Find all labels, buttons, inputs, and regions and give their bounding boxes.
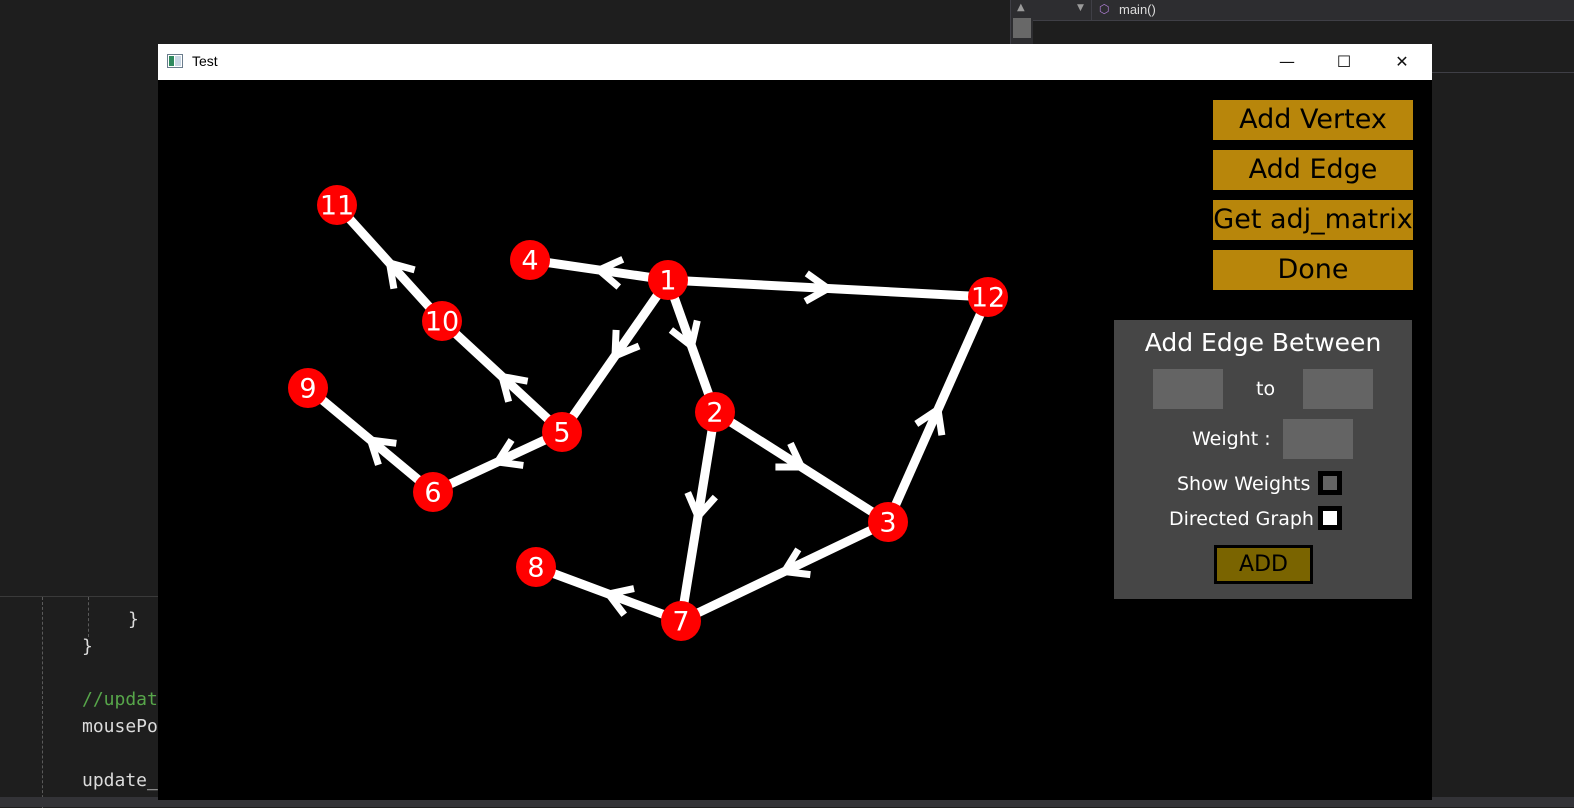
vertex-1[interactable]: 1	[648, 260, 688, 300]
directed-graph-checkbox[interactable]	[1318, 506, 1342, 530]
show-weights-checkbox[interactable]	[1318, 471, 1342, 495]
edge-arrow-5-6	[491, 438, 524, 469]
edge-arrow-3-7	[778, 547, 811, 579]
vertex-3[interactable]: 3	[868, 502, 908, 542]
weight-input[interactable]	[1283, 419, 1353, 459]
vertex-circle[interactable]	[510, 240, 550, 280]
edge-arrow-3-12	[914, 403, 946, 436]
vertex-circle[interactable]	[516, 547, 556, 587]
edge-arrow-1-12	[803, 270, 835, 305]
vertex-circle[interactable]	[661, 601, 701, 641]
vertex-label: 6	[424, 478, 441, 509]
vertex-circle[interactable]	[542, 412, 582, 452]
vertex-11[interactable]: 11	[317, 185, 357, 225]
vertex-label: 8	[527, 553, 544, 584]
ide-divider	[1432, 72, 1574, 73]
vertex-circle[interactable]	[648, 260, 688, 300]
vertex-7[interactable]: 7	[661, 601, 701, 641]
function-dropdown[interactable]: main()	[1119, 2, 1156, 17]
indent-guide	[42, 597, 43, 808]
edge-arrow-1-4	[592, 256, 625, 290]
graph-canvas[interactable]: 1 2 3 4 5 6 7 8 9 10 11 12 Add Vertex Add Edge Get …	[158, 80, 1432, 800]
code-line: update_	[82, 770, 158, 791]
minimize-button[interactable]: —	[1279, 52, 1295, 71]
add-vertex-button[interactable]: Add Vertex	[1213, 100, 1413, 140]
edge-arrow-5-10	[497, 372, 529, 403]
app-window: Test — ☐ ✕ 1 2 3 4 5 6 7 8 9 10 11 12 Add Vertex Ad…	[158, 44, 1432, 800]
to-vertex-input[interactable]	[1303, 369, 1373, 409]
vertex-circle[interactable]	[868, 502, 908, 542]
vertex-label: 4	[521, 246, 538, 277]
checkbox-fill	[1323, 511, 1337, 525]
edge-arrow-1-2	[668, 319, 701, 353]
to-label: to	[1256, 378, 1276, 400]
vertex-label: 10	[425, 307, 459, 338]
vertex-label: 5	[553, 418, 570, 449]
directed-graph-label: Directed Graph :	[1169, 508, 1327, 530]
vertex-2[interactable]: 2	[695, 392, 735, 432]
chevron-down-icon[interactable]: ▼	[1077, 3, 1084, 13]
vertex-circle[interactable]	[968, 277, 1008, 317]
vertex-circle[interactable]	[422, 301, 462, 341]
window-title: Test	[192, 53, 218, 69]
get-adj-matrix-button[interactable]: Get adj_matrix	[1213, 200, 1413, 240]
checkbox-fill	[1323, 476, 1337, 490]
vertex-label: 9	[299, 374, 316, 405]
ide-scrollbar[interactable]: ▲	[1010, 0, 1033, 44]
vertex-8[interactable]: 8	[516, 547, 556, 587]
ide-status-bar	[0, 797, 1574, 807]
scroll-up-arrow-icon[interactable]: ▲	[1017, 2, 1025, 13]
vertex-label: 11	[320, 191, 354, 222]
edge-arrow-2-7	[684, 491, 718, 523]
edge-arrow-1-5	[611, 329, 641, 362]
vertex-label: 12	[971, 283, 1005, 314]
vertex-4[interactable]: 4	[510, 240, 550, 280]
vertex-label: 2	[706, 398, 723, 429]
code-line: }	[128, 609, 139, 630]
vertex-label: 1	[659, 266, 676, 297]
ide-right-editor	[1432, 44, 1574, 807]
done-button[interactable]: Done	[1213, 250, 1413, 290]
edge-arrow-2-3	[775, 441, 808, 471]
code-line: mousePo	[82, 716, 158, 737]
edge-arrow-7-8	[602, 585, 635, 617]
panel-title: Add Edge Between	[1144, 328, 1382, 357]
show-weights-label: Show Weights :	[1177, 473, 1323, 495]
maximize-button[interactable]: ☐	[1336, 52, 1352, 71]
vertex-5[interactable]: 5	[542, 412, 582, 452]
vertex-label: 3	[879, 508, 896, 539]
add-edge-panel: Add Edge Between to Weight : Show Weight…	[1114, 320, 1412, 599]
weight-label: Weight :	[1192, 428, 1271, 450]
vertex-label: 7	[672, 607, 689, 638]
vertex-circle[interactable]	[317, 185, 357, 225]
close-button[interactable]: ✕	[1395, 52, 1409, 71]
indent-guide	[88, 597, 89, 637]
vertex-12[interactable]: 12	[968, 277, 1008, 317]
ide-code-panel: } } //updat mousePo update_	[0, 596, 158, 808]
vertex-circle[interactable]	[695, 392, 735, 432]
vertex-9[interactable]: 9	[288, 368, 328, 408]
add-edge-submit-button[interactable]: ADD	[1214, 545, 1313, 584]
window-titlebar[interactable]: Test — ☐ ✕	[158, 44, 1432, 80]
vertex-10[interactable]: 10	[422, 301, 462, 341]
ide-navigation-bar: ▼ ⬡ main()	[1033, 0, 1574, 21]
vertex-6[interactable]: 6	[413, 472, 453, 512]
vertex-circle[interactable]	[288, 368, 328, 408]
code-line: }	[82, 636, 93, 657]
from-vertex-input[interactable]	[1153, 369, 1223, 409]
edge-arrow-10-11	[385, 258, 416, 290]
app-icon	[167, 54, 183, 68]
code-comment: //updat	[82, 689, 158, 710]
vertex-circle[interactable]	[413, 472, 453, 512]
edge-arrow-6-9	[365, 435, 397, 466]
function-cube-icon: ⬡	[1099, 2, 1110, 16]
scrollbar-thumb[interactable]	[1013, 18, 1031, 38]
navbar-separator	[1091, 0, 1092, 20]
add-edge-button[interactable]: Add Edge	[1213, 150, 1413, 190]
